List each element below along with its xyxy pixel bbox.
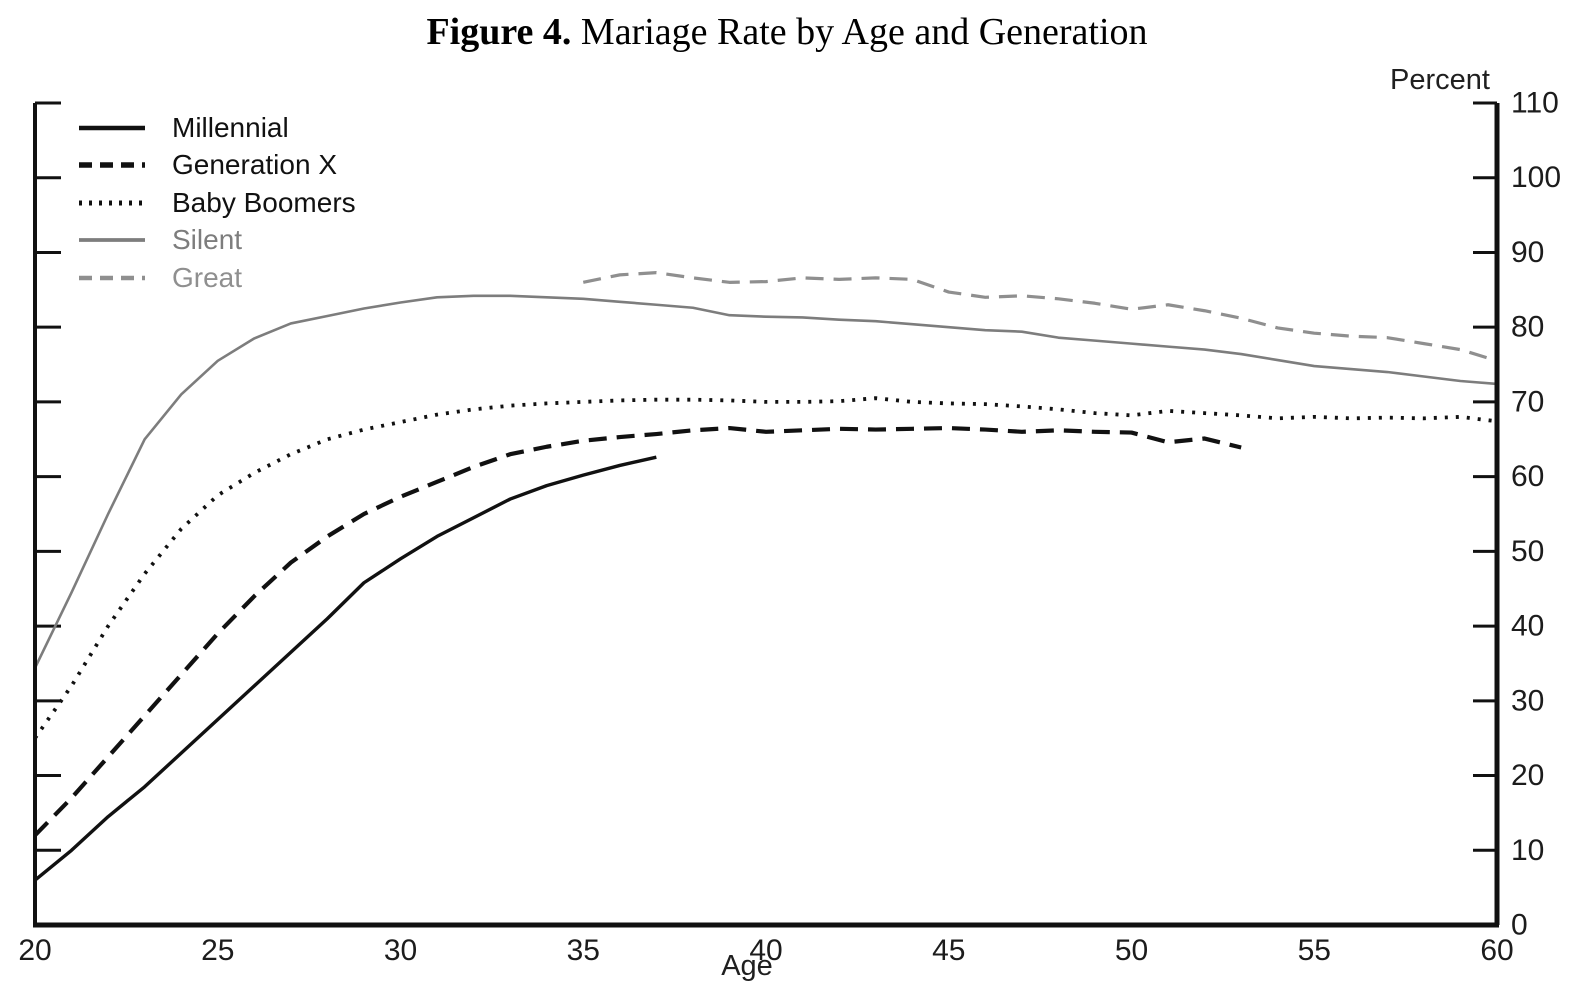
legend-item-silent: Silent: [78, 222, 356, 260]
series-line-great: [582, 271, 1498, 363]
legend-sample-svg: [79, 200, 145, 206]
x-tick-label: 55: [1298, 934, 1331, 967]
legend-item-generation-x: Generation X: [78, 147, 356, 185]
y-tick-label: 90: [1511, 236, 1544, 269]
legend-line-sample-millennial: [78, 122, 146, 134]
y-tick-label: 70: [1511, 385, 1544, 418]
legend: Millennial Generation X Baby Boomers Sil…: [78, 109, 356, 297]
y-tick-label: 100: [1511, 161, 1561, 194]
y-tick-label: 60: [1511, 460, 1544, 493]
legend-label: Millennial: [172, 111, 289, 143]
legend-label: Generation X: [172, 149, 337, 181]
legend-label: Great: [172, 261, 243, 293]
x-tick-label: 20: [18, 934, 51, 967]
legend-label: Baby Boomers: [172, 186, 356, 218]
legend-sample-svg: [79, 162, 145, 168]
legend-line-sample-generation-x: [78, 159, 146, 171]
y-tick-label: 40: [1511, 610, 1544, 643]
x-tick-label: 35: [567, 934, 600, 967]
legend-sample-svg: [79, 125, 145, 131]
y-tick-label: 0: [1511, 909, 1528, 942]
x-tick-label: 25: [201, 934, 234, 967]
x-tick-label: 60: [1480, 934, 1513, 967]
legend-item-great: Great: [78, 259, 356, 297]
x-tick-label: 40: [749, 934, 782, 967]
x-tick-label: 30: [384, 934, 417, 967]
x-tick-label: 50: [1115, 934, 1148, 967]
series-line-millennial: [33, 455, 657, 882]
y-tick-label: 30: [1511, 684, 1544, 717]
series-line-silent: [33, 294, 1498, 669]
series-line-baby-boomers: [33, 396, 1498, 740]
figure-title-text: Mariage Rate by Age and Generation: [580, 11, 1148, 53]
legend-item-millennial: Millennial: [78, 109, 356, 147]
legend-item-baby-boomers: Baby Boomers: [78, 184, 356, 222]
y-axis-title: Percent: [1390, 64, 1490, 96]
series-line-generation-x: [33, 425, 1242, 837]
y-tick-label: 10: [1511, 834, 1544, 867]
legend-line-sample-silent: [78, 234, 146, 246]
figure-number: Figure 4.: [426, 11, 572, 53]
figure-title: Figure 4. Mariage Rate by Age and Generat…: [0, 10, 1574, 54]
legend-sample-svg: [79, 275, 145, 280]
x-axis-title: Age: [721, 950, 773, 982]
legend-sample-svg: [79, 238, 145, 243]
y-tick-label: 80: [1511, 311, 1544, 344]
y-tick-label: 110: [1511, 87, 1559, 120]
legend-line-sample-baby-boomers: [78, 197, 146, 209]
x-tick-label: 45: [932, 934, 965, 967]
legend-label: Silent: [172, 224, 243, 256]
legend-line-sample-great: [78, 272, 146, 284]
y-tick-label: 20: [1511, 759, 1544, 792]
y-tick-label: 50: [1511, 535, 1544, 568]
